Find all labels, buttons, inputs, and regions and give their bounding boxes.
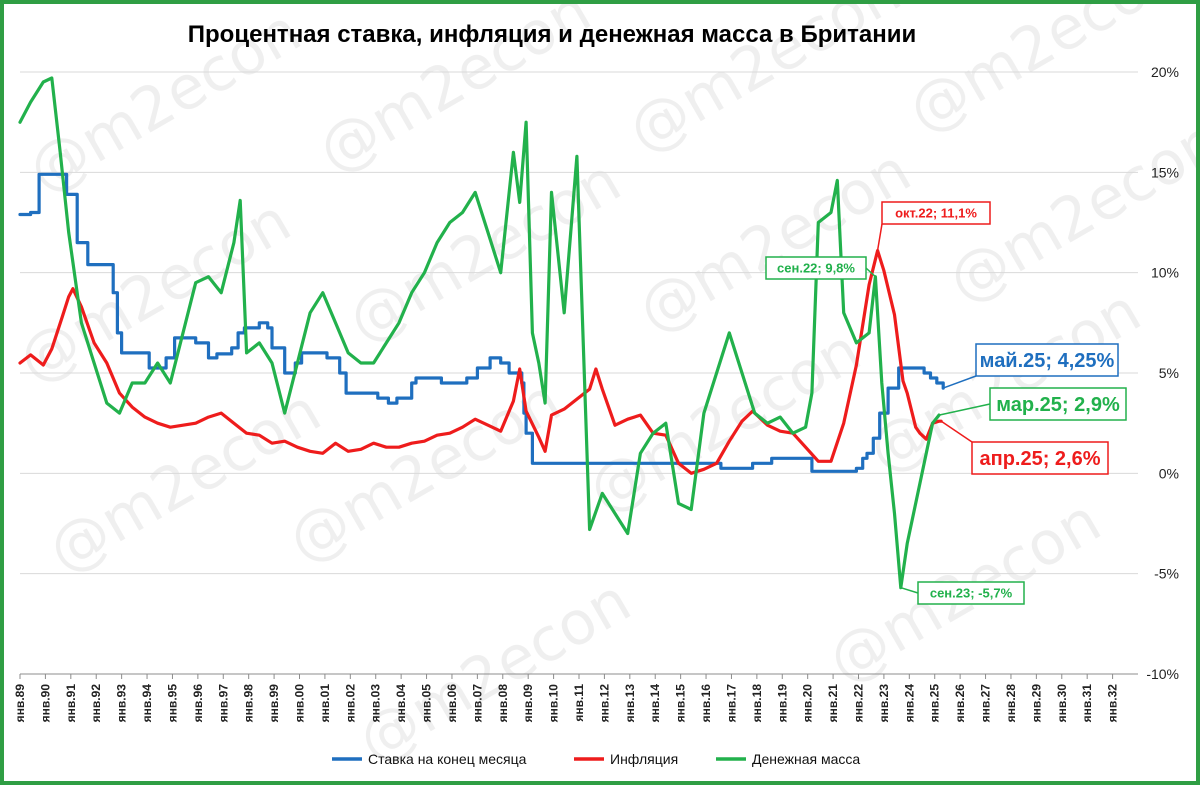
x-tick-label: янв.97 <box>216 684 230 723</box>
annotation-label: апр.25; 2,6% <box>979 448 1100 470</box>
x-tick-label: янв.14 <box>648 684 662 723</box>
y-axis-ticks: -10% -5% 0% 5% 10% 15% 20% <box>1146 64 1179 682</box>
annotation-label: мар.25; 2,9% <box>996 394 1120 416</box>
watermark-text: @m2econ <box>337 146 633 357</box>
y-tick-label: 0% <box>1159 465 1179 481</box>
annotation-label: май.25; 4,25% <box>980 350 1115 372</box>
x-tick-label: янв.28 <box>1004 684 1018 723</box>
x-tick-label: янв.04 <box>394 684 408 723</box>
annotation-leader <box>865 267 876 278</box>
series-line <box>18 76 941 590</box>
series-line <box>18 249 943 475</box>
x-tick-label: янв.95 <box>165 684 179 723</box>
x-tick-label: янв.19 <box>775 684 789 723</box>
x-tick-label: янв.25 <box>928 684 942 723</box>
x-tick-label: янв.20 <box>801 684 815 723</box>
y-tick-label: 15% <box>1151 164 1179 180</box>
x-tick-label: янв.15 <box>674 684 688 723</box>
x-tick-label: янв.03 <box>369 684 383 723</box>
series-line <box>18 172 945 473</box>
annotation-leader <box>876 223 883 251</box>
annotation-leader <box>900 586 919 594</box>
annotation-box <box>971 441 1109 475</box>
x-tick-label: янв.90 <box>38 684 52 723</box>
x-tick-label: янв.89 <box>13 684 27 723</box>
x-tick-label: янв.31 <box>1080 684 1094 723</box>
x-tick-label: янв.32 <box>1106 684 1120 723</box>
x-tick-label: янв.99 <box>267 684 281 723</box>
legend: Ставка на конец месяца Инфляция Денежная м… <box>332 751 860 767</box>
x-tick-label: янв.92 <box>89 684 103 723</box>
legend-label: Ставка на конец месяца <box>368 751 527 767</box>
x-tick-label: янв.07 <box>470 684 484 723</box>
series-layer <box>18 76 945 590</box>
chart-svg: @m2econ@m2econ @m2econ@m2econ@m2econ @m2ec… <box>7 4 1197 777</box>
legend-label: Инфляция <box>610 751 678 767</box>
x-tick-label: янв.30 <box>1055 684 1069 723</box>
x-tick-label: янв.91 <box>64 684 78 723</box>
x-tick-label: янв.94 <box>140 684 154 723</box>
watermark-text: @m2econ <box>347 566 643 777</box>
annotation-label: окт.22; 11,1% <box>895 206 977 221</box>
x-tick-label: янв.09 <box>521 684 535 723</box>
x-tick-label: янв.11 <box>572 684 586 722</box>
x-tick-label: янв.93 <box>115 684 129 723</box>
x-tick-label: янв.06 <box>445 684 459 723</box>
x-tick-label: янв.22 <box>852 684 866 723</box>
y-tick-label: 10% <box>1151 265 1179 281</box>
x-tick-label: янв.02 <box>343 684 357 723</box>
watermark-text: @m2econ <box>277 366 573 577</box>
watermark-text: @m2econ <box>37 376 333 587</box>
x-tick-label: янв.13 <box>623 684 637 723</box>
x-tick-label: янв.12 <box>597 684 611 723</box>
annotation-box <box>975 343 1119 377</box>
annotations-layer: окт.22; 11,1% сен.22; 9,8% сен.23; -5,7% ма… <box>765 201 1127 605</box>
x-tick-label: янв.98 <box>242 684 256 723</box>
x-tick-label: янв.17 <box>724 684 738 723</box>
y-tick-label: -10% <box>1146 666 1179 682</box>
annotation-label: сен.23; -5,7% <box>930 586 1013 601</box>
x-tick-label: янв.16 <box>699 684 713 723</box>
annotation-leader <box>942 375 977 389</box>
annotation-box <box>917 581 1025 605</box>
x-tick-label: янв.26 <box>953 684 967 723</box>
x-tick-label: янв.23 <box>877 684 891 723</box>
x-tick-label: янв.96 <box>191 684 205 723</box>
x-tick-label: янв.24 <box>902 684 916 723</box>
x-axis: янв.89 янв.90 янв.91 янв.92 янв.93 янв.94 янв.… <box>13 673 1138 723</box>
x-tick-label: янв.27 <box>979 684 993 723</box>
x-tick-label: янв.08 <box>496 684 510 723</box>
x-tick-label: янв.18 <box>750 684 764 723</box>
x-tick-label: янв.21 <box>826 684 840 723</box>
y-tick-label: 20% <box>1151 64 1179 80</box>
x-tick-label: янв.01 <box>318 684 332 723</box>
x-tick-label: янв.10 <box>547 684 561 723</box>
annotation-label: сен.22; 9,8% <box>777 261 855 276</box>
y-tick-label: 5% <box>1159 365 1179 381</box>
annotation-box <box>765 256 867 280</box>
watermark-text: @m2econ <box>897 4 1193 147</box>
x-tick-label: янв.05 <box>420 684 434 723</box>
x-tick-label: янв.29 <box>1029 684 1043 723</box>
annotation-leader <box>938 403 991 416</box>
y-tick-label: -5% <box>1154 566 1179 582</box>
annotation-box <box>881 201 991 225</box>
legend-label: Денежная масса <box>752 751 860 767</box>
annotation-leader <box>940 420 973 443</box>
annotation-box <box>989 387 1127 421</box>
x-tick-label: янв.00 <box>293 684 307 723</box>
chart-title: Процентная ставка, инфляция и денежная м… <box>188 21 916 48</box>
